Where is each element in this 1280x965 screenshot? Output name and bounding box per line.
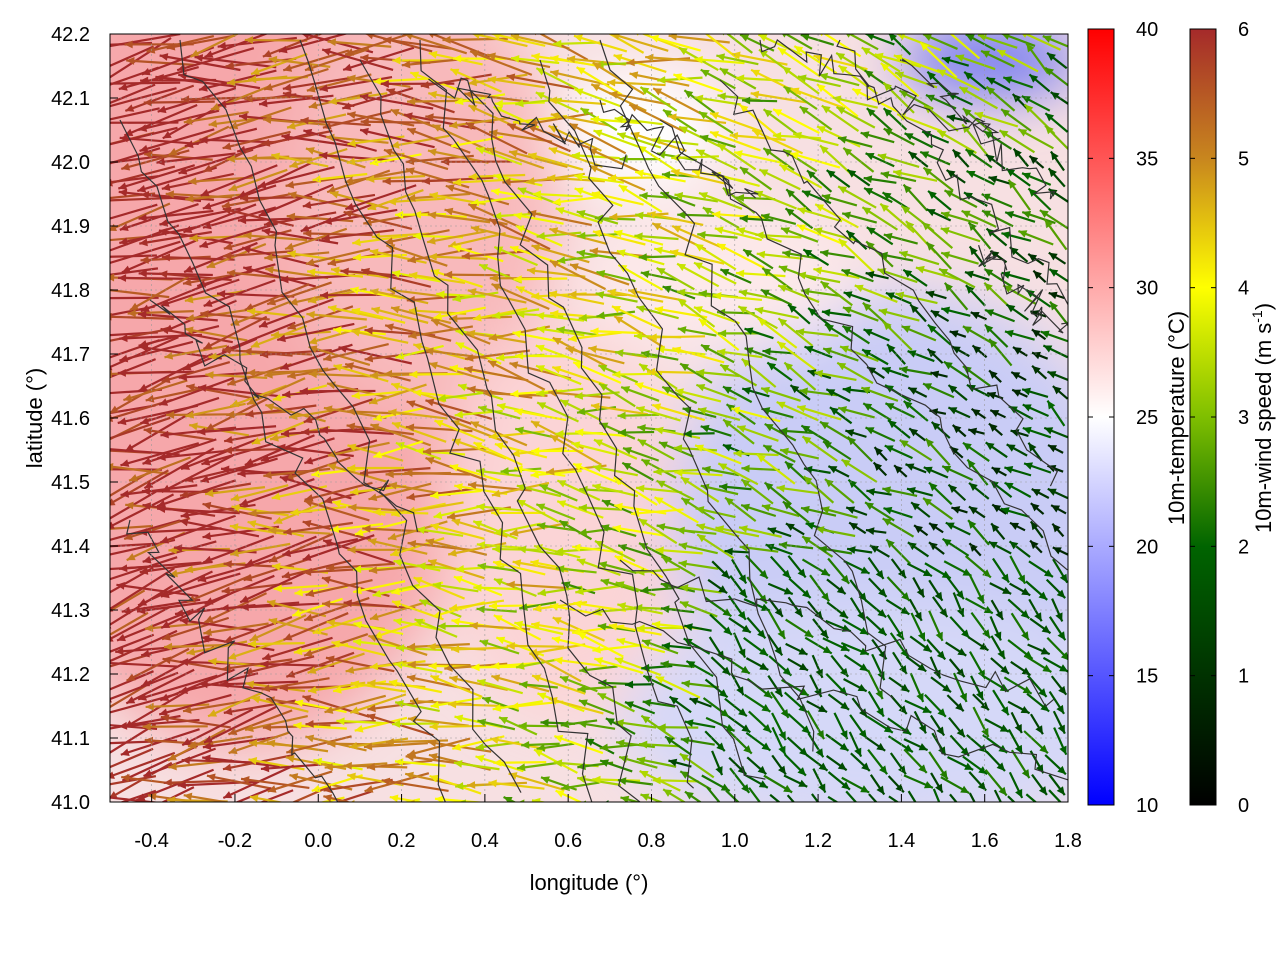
y-tick-label: 41.2 bbox=[51, 664, 90, 686]
wind-colorbar-tick-label: 0 bbox=[1238, 795, 1249, 817]
x-tick-label: 0.4 bbox=[471, 830, 499, 852]
temperature-colorbar: 10 15 20 25 30 35 40 10m-temperature (°C) bbox=[1088, 19, 1189, 817]
y-tick-label: 42.2 bbox=[51, 24, 90, 46]
y-tick-label: 41.5 bbox=[51, 472, 90, 494]
y-tick-label: 41.3 bbox=[51, 600, 90, 622]
wind-arrow bbox=[475, 803, 517, 811]
wind-colorbar-tick-label: 2 bbox=[1238, 536, 1249, 558]
wind-colorbar-tick-label: 3 bbox=[1238, 407, 1249, 429]
x-tick-label: 1.0 bbox=[721, 830, 749, 852]
x-tick-label: -0.4 bbox=[134, 830, 168, 852]
y-tick-label: 41.4 bbox=[51, 536, 90, 558]
temperature-colorbar-tick-label: 40 bbox=[1136, 19, 1158, 41]
y-axis-label: latitude (°) bbox=[22, 368, 47, 469]
temperature-colorbar-tick-label: 35 bbox=[1136, 148, 1158, 170]
y-tick-label: 42.1 bbox=[51, 88, 90, 110]
wind-colorbar-label-main: 10m-wind speed (m s bbox=[1251, 323, 1276, 533]
y-tick-label: 42.0 bbox=[51, 152, 90, 174]
x-axis-ticks: -0.4 -0.2 0.0 0.2 0.4 0.6 0.8 1.0 1.2 1.4 1.6 1.8 bbox=[134, 794, 1081, 852]
x-tick-label: 0.2 bbox=[388, 830, 416, 852]
wind-colorbar-label-sup: -1 bbox=[1249, 310, 1265, 323]
y-tick-label: 41.9 bbox=[51, 216, 90, 238]
y-tick-label: 41.0 bbox=[51, 792, 90, 814]
temperature-colorbar-tick-label: 20 bbox=[1136, 536, 1158, 558]
x-tick-label: 0.6 bbox=[554, 830, 582, 852]
x-tick-label: 1.4 bbox=[887, 830, 915, 852]
temperature-colorbar-tick-label: 30 bbox=[1136, 278, 1158, 300]
wind-colorbar-label-end: ) bbox=[1251, 303, 1276, 310]
x-tick-label: 1.2 bbox=[804, 830, 832, 852]
y-tick-label: 41.6 bbox=[51, 408, 90, 430]
y-axis-ticks: 41.0 41.1 41.2 41.3 41.4 41.5 41.6 41.7 41.8 41.9… bbox=[51, 24, 118, 814]
y-tick-label: 41.8 bbox=[51, 280, 90, 302]
wind-colorbar-tick-label: 1 bbox=[1238, 666, 1249, 688]
wind-colorbar-label: 10m-wind speed (m s-1) bbox=[1249, 303, 1276, 533]
temperature-colorbar-tick-label: 25 bbox=[1136, 407, 1158, 429]
x-tick-label: -0.2 bbox=[218, 830, 252, 852]
wind-colorbar-tick-label: 6 bbox=[1238, 19, 1249, 41]
temperature-colorbar-tick-label: 15 bbox=[1136, 666, 1158, 688]
wind-colorbar-tick-label: 5 bbox=[1238, 148, 1249, 170]
x-tick-label: 1.8 bbox=[1054, 830, 1082, 852]
x-tick-label: 0.8 bbox=[638, 830, 666, 852]
x-tick-label: 0.0 bbox=[304, 830, 332, 852]
wind-colorbar: 0 1 2 3 4 5 6 10m-wind speed (m s-1) bbox=[1190, 19, 1276, 817]
x-tick-label: 1.6 bbox=[971, 830, 999, 852]
y-tick-label: 41.1 bbox=[51, 728, 90, 750]
temperature-colorbar-label: 10m-temperature (°C) bbox=[1164, 311, 1189, 525]
temperature-colorbar-tick-label: 10 bbox=[1136, 795, 1158, 817]
y-tick-label: 41.7 bbox=[51, 344, 90, 366]
wind-colorbar-tick-label: 4 bbox=[1238, 278, 1249, 300]
x-axis-label: longitude (°) bbox=[530, 870, 649, 895]
